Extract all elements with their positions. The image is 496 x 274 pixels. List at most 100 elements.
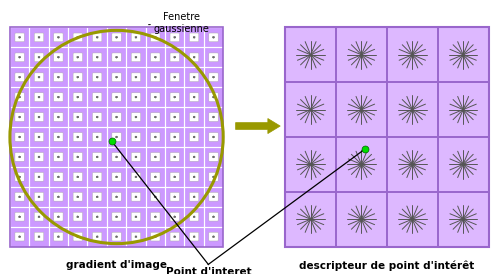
FancyBboxPatch shape xyxy=(189,232,199,241)
Bar xyxy=(107,167,126,187)
Bar xyxy=(185,147,204,167)
FancyBboxPatch shape xyxy=(131,33,141,42)
FancyBboxPatch shape xyxy=(15,232,24,241)
Bar xyxy=(437,27,489,82)
FancyBboxPatch shape xyxy=(34,212,44,221)
FancyBboxPatch shape xyxy=(112,133,121,141)
Bar xyxy=(204,187,223,207)
Polygon shape xyxy=(236,118,280,133)
Bar xyxy=(68,127,87,147)
Bar xyxy=(10,107,29,127)
Bar xyxy=(165,167,185,187)
Bar xyxy=(107,107,126,127)
Bar xyxy=(336,192,387,247)
FancyBboxPatch shape xyxy=(209,232,218,241)
Bar xyxy=(336,82,387,137)
FancyBboxPatch shape xyxy=(34,93,44,101)
Bar xyxy=(146,167,165,187)
FancyBboxPatch shape xyxy=(92,232,102,241)
Bar xyxy=(165,207,185,227)
Bar xyxy=(68,87,87,107)
Bar xyxy=(165,27,185,47)
FancyBboxPatch shape xyxy=(170,93,180,101)
Bar xyxy=(204,67,223,87)
Bar xyxy=(107,187,126,207)
Bar xyxy=(437,82,489,137)
Bar xyxy=(68,27,87,47)
Bar xyxy=(126,127,146,147)
FancyBboxPatch shape xyxy=(15,133,24,141)
FancyBboxPatch shape xyxy=(112,173,121,181)
FancyBboxPatch shape xyxy=(54,113,63,121)
Bar xyxy=(68,167,87,187)
Bar xyxy=(165,147,185,167)
Bar xyxy=(107,147,126,167)
FancyBboxPatch shape xyxy=(92,53,102,62)
Bar xyxy=(336,137,387,192)
Bar xyxy=(165,67,185,87)
Bar xyxy=(68,67,87,87)
Bar xyxy=(10,207,29,227)
Bar xyxy=(165,47,185,67)
Bar xyxy=(185,47,204,67)
FancyBboxPatch shape xyxy=(112,33,121,42)
FancyBboxPatch shape xyxy=(15,73,24,82)
FancyBboxPatch shape xyxy=(34,173,44,181)
FancyBboxPatch shape xyxy=(112,192,121,201)
Text: descripteur de point d'intérêt: descripteur de point d'intérêt xyxy=(299,260,475,271)
Bar xyxy=(107,87,126,107)
FancyBboxPatch shape xyxy=(54,73,63,82)
Bar xyxy=(126,27,146,47)
Bar xyxy=(49,207,68,227)
FancyBboxPatch shape xyxy=(189,73,199,82)
Bar xyxy=(87,147,107,167)
Bar xyxy=(146,27,165,47)
Bar xyxy=(387,27,437,82)
Bar xyxy=(49,87,68,107)
Bar xyxy=(126,47,146,67)
FancyBboxPatch shape xyxy=(209,192,218,201)
FancyBboxPatch shape xyxy=(131,133,141,141)
Bar xyxy=(185,227,204,247)
FancyBboxPatch shape xyxy=(209,212,218,221)
Bar xyxy=(87,47,107,67)
FancyBboxPatch shape xyxy=(170,212,180,221)
Bar xyxy=(146,47,165,67)
Bar xyxy=(146,207,165,227)
Bar xyxy=(49,67,68,87)
Text: gradient d'image: gradient d'image xyxy=(66,260,167,270)
Bar xyxy=(387,82,437,137)
FancyBboxPatch shape xyxy=(34,192,44,201)
Bar xyxy=(49,147,68,167)
FancyBboxPatch shape xyxy=(209,113,218,121)
Bar xyxy=(49,47,68,67)
Bar xyxy=(204,127,223,147)
FancyBboxPatch shape xyxy=(15,113,24,121)
FancyBboxPatch shape xyxy=(73,192,82,201)
FancyBboxPatch shape xyxy=(92,73,102,82)
FancyBboxPatch shape xyxy=(92,153,102,161)
Bar xyxy=(87,67,107,87)
Bar xyxy=(68,107,87,127)
Bar xyxy=(185,87,204,107)
Bar xyxy=(165,127,185,147)
Bar xyxy=(10,187,29,207)
Bar xyxy=(285,27,489,247)
FancyBboxPatch shape xyxy=(73,212,82,221)
Bar xyxy=(87,87,107,107)
FancyBboxPatch shape xyxy=(73,33,82,42)
Bar xyxy=(204,27,223,47)
Bar xyxy=(146,67,165,87)
Bar xyxy=(87,27,107,47)
Bar xyxy=(387,137,437,192)
Bar xyxy=(29,227,49,247)
Bar xyxy=(204,227,223,247)
Bar xyxy=(10,27,29,47)
FancyBboxPatch shape xyxy=(189,153,199,161)
FancyBboxPatch shape xyxy=(131,173,141,181)
Bar xyxy=(285,27,489,247)
FancyBboxPatch shape xyxy=(54,232,63,241)
Bar xyxy=(437,137,489,192)
Bar xyxy=(10,147,29,167)
FancyBboxPatch shape xyxy=(151,33,160,42)
